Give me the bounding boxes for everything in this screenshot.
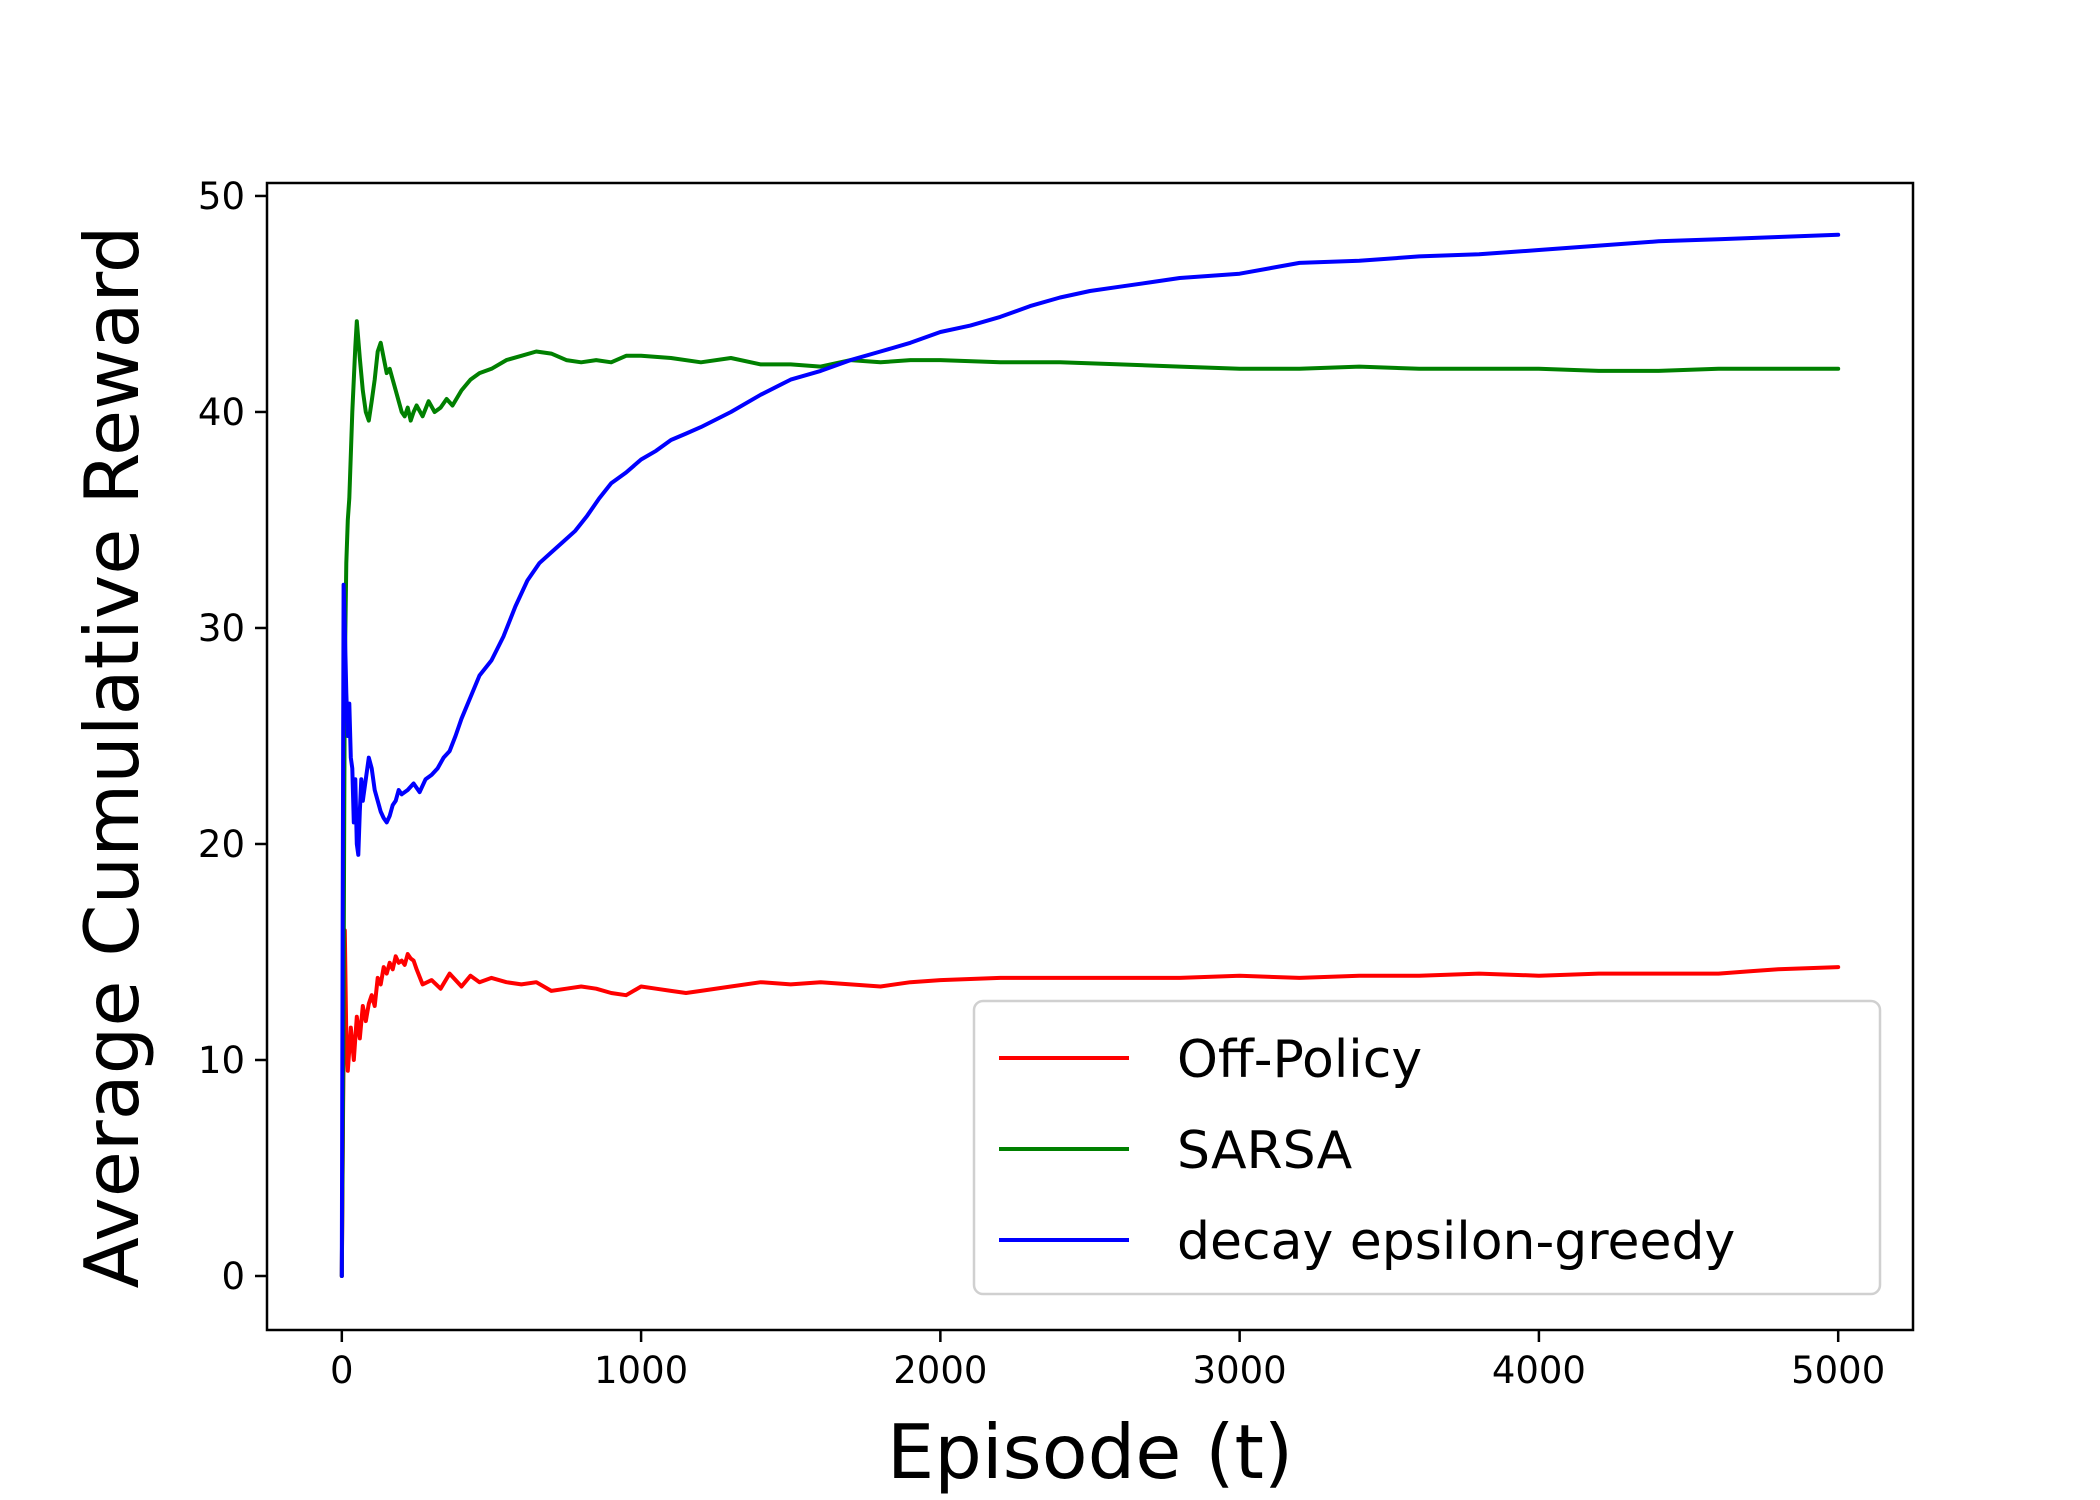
- y-tick-label: 10: [198, 1039, 245, 1082]
- x-tick-label: 2000: [893, 1349, 987, 1392]
- y-tick-label: 0: [221, 1255, 245, 1298]
- y-tick-label: 50: [198, 175, 245, 218]
- y-axis: 0 10 20 30 40 50: [198, 175, 267, 1298]
- x-tick-label: 5000: [1791, 1349, 1885, 1392]
- x-tick-label: 3000: [1193, 1349, 1287, 1392]
- legend-label-1: Off-Policy: [1177, 1030, 1422, 1090]
- y-tick-label: 20: [198, 823, 245, 866]
- y-tick-label: 40: [198, 391, 245, 434]
- series-line-1: [339, 928, 1841, 1278]
- series-line-2: [339, 319, 1841, 1278]
- series-layer: [339, 232, 1841, 1278]
- x-tick-label: 4000: [1492, 1349, 1586, 1392]
- legend-label-2: SARSA: [1177, 1121, 1353, 1181]
- series-line-3: [339, 232, 1841, 1278]
- y-axis-title: Average Cumulative Reward: [68, 225, 156, 1288]
- legend-label-3: decay epsilon-greedy: [1177, 1212, 1735, 1272]
- x-tick-label: 0: [330, 1349, 354, 1392]
- x-axis-title: Episode (t): [887, 1408, 1293, 1496]
- legend-box: [972, 999, 1882, 1296]
- x-tick-label: 1000: [594, 1349, 688, 1392]
- x-axis: 0 1000 2000 3000 4000 5000: [330, 1330, 1885, 1392]
- plot-frame: [265, 181, 1915, 1332]
- y-tick-label: 30: [198, 607, 245, 650]
- legend: Off-Policy SARSA decay epsilon-greedy: [972, 999, 1882, 1296]
